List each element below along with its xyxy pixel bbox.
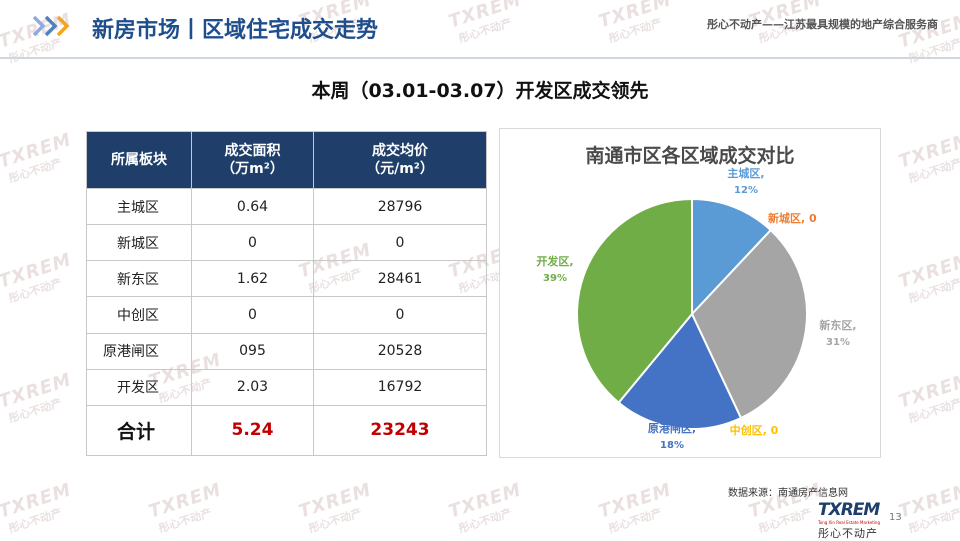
pie-data-label: 原港闸区, 18% xyxy=(648,421,696,451)
pie-data-label: 中创区, 0 xyxy=(730,423,779,437)
cell-size: 1.62 xyxy=(191,260,314,298)
table-total-row: 合计 5.24 23243 xyxy=(86,404,487,457)
total-label: 合计 xyxy=(86,404,192,457)
page-header: 新房市场丨区域住宅成交走势 彤心不动产——江苏最具规模的地产综合服务商 xyxy=(0,0,960,59)
cell-price: 28461 xyxy=(313,260,487,298)
watermark: TXREM 彤心不动产 xyxy=(0,479,75,536)
pie-chart-panel: 南通市区各区域成交对比 主城区, 12% 新城区, 0 新东区, 31% 中创区, 0 原港… xyxy=(499,128,881,458)
pie-data-label: 主城区, 12% xyxy=(727,166,764,196)
pie-data-label: 新城区, 0 xyxy=(768,211,817,225)
column-header-price: 成交均价 （元/m²） xyxy=(313,131,487,189)
table-row: 原港闸区 095 20528 xyxy=(86,332,487,370)
watermark: TXREM 彤心不动产 xyxy=(896,369,960,426)
pie-data-label: 开发区, 39% xyxy=(536,254,573,284)
cell-size: 0 xyxy=(191,224,314,262)
watermark: TXREM 彤心不动产 xyxy=(296,479,375,536)
cell-area: 主城区 xyxy=(86,187,192,226)
watermark: TXREM 彤心不动产 xyxy=(0,369,75,426)
cell-area: 中创区 xyxy=(86,296,192,334)
data-source-note: 数据来源：南通房产信息网 xyxy=(728,488,848,499)
pie-slice xyxy=(576,197,693,405)
cell-area: 原港闸区 xyxy=(86,332,192,370)
watermark: TXREM 彤心不动产 xyxy=(0,129,75,186)
chart-title: 南通市区各区域成交对比 xyxy=(585,145,795,167)
company-logo: TXREM Tong Xin Real Estate Marketing 彤心不… xyxy=(818,500,888,540)
pie-data-label: 新东区, 31% xyxy=(819,318,856,348)
watermark: TXREM 彤心不动产 xyxy=(896,479,960,536)
watermark: TXREM 彤心不动产 xyxy=(146,479,225,536)
cell-price: 20528 xyxy=(313,332,487,370)
pie-slice xyxy=(690,228,808,420)
page-number: 13 xyxy=(889,512,902,523)
company-tagline: 彤心不动产——江苏最具规模的地产综合服务商 xyxy=(707,18,938,31)
watermark: TXREM 彤心不动产 xyxy=(0,249,75,306)
cell-area: 新东区 xyxy=(86,260,192,298)
logo-chinese: 彤心不动产 xyxy=(818,527,878,540)
column-header-size: 成交面积 （万m²） xyxy=(191,131,314,189)
pie-slice xyxy=(617,312,743,430)
table-header-row: 所属板块 成交面积 （万m²） 成交均价 （元/m²） xyxy=(86,131,487,189)
cell-area: 新城区 xyxy=(86,224,192,262)
table-row: 开发区 2.03 16792 xyxy=(86,368,487,406)
page-title: 新房市场丨区域住宅成交走势 xyxy=(92,18,379,43)
transaction-table: 所属板块 成交面积 （万m²） 成交均价 （元/m²） 主城区 0.64 287… xyxy=(86,131,487,457)
cell-size: 0 xyxy=(191,296,314,334)
column-header-area: 所属板块 xyxy=(86,131,192,189)
cell-price: 16792 xyxy=(313,368,487,406)
total-size: 5.24 xyxy=(191,404,314,457)
logo-subtext: Tong Xin Real Estate Marketing xyxy=(818,520,880,525)
cell-price: 28796 xyxy=(313,187,487,226)
table-row: 中创区 0 0 xyxy=(86,296,487,334)
cell-price: 0 xyxy=(313,224,487,262)
table-row: 新东区 1.62 28461 xyxy=(86,260,487,298)
pie-chart: 主城区, 12% 新城区, 0 新东区, 31% 中创区, 0 原港闸区, 18% 开发区, 39… xyxy=(536,166,856,451)
watermark: TXREM 彤心不动产 xyxy=(596,479,675,536)
total-price: 23243 xyxy=(313,404,487,457)
table-row: 主城区 0.64 28796 xyxy=(86,187,487,226)
cell-size: 2.03 xyxy=(191,368,314,406)
cell-size: 0.64 xyxy=(191,187,314,226)
table-row: 新城区 0 0 xyxy=(86,224,487,262)
watermark: TXREM 彤心不动产 xyxy=(896,249,960,306)
slide-subtitle: 本周（03.01-03.07）开发区成交领先 xyxy=(311,80,649,102)
watermark: TXREM 彤心不动产 xyxy=(896,129,960,186)
logo-text: TXREM xyxy=(818,500,880,520)
cell-area: 开发区 xyxy=(86,368,192,406)
chevron-right-icon xyxy=(32,15,70,37)
pie-slice xyxy=(691,197,773,317)
cell-price: 0 xyxy=(313,296,487,334)
header-divider xyxy=(0,57,960,59)
watermark: TXREM 彤心不动产 xyxy=(446,479,525,536)
cell-size: 095 xyxy=(191,332,314,370)
